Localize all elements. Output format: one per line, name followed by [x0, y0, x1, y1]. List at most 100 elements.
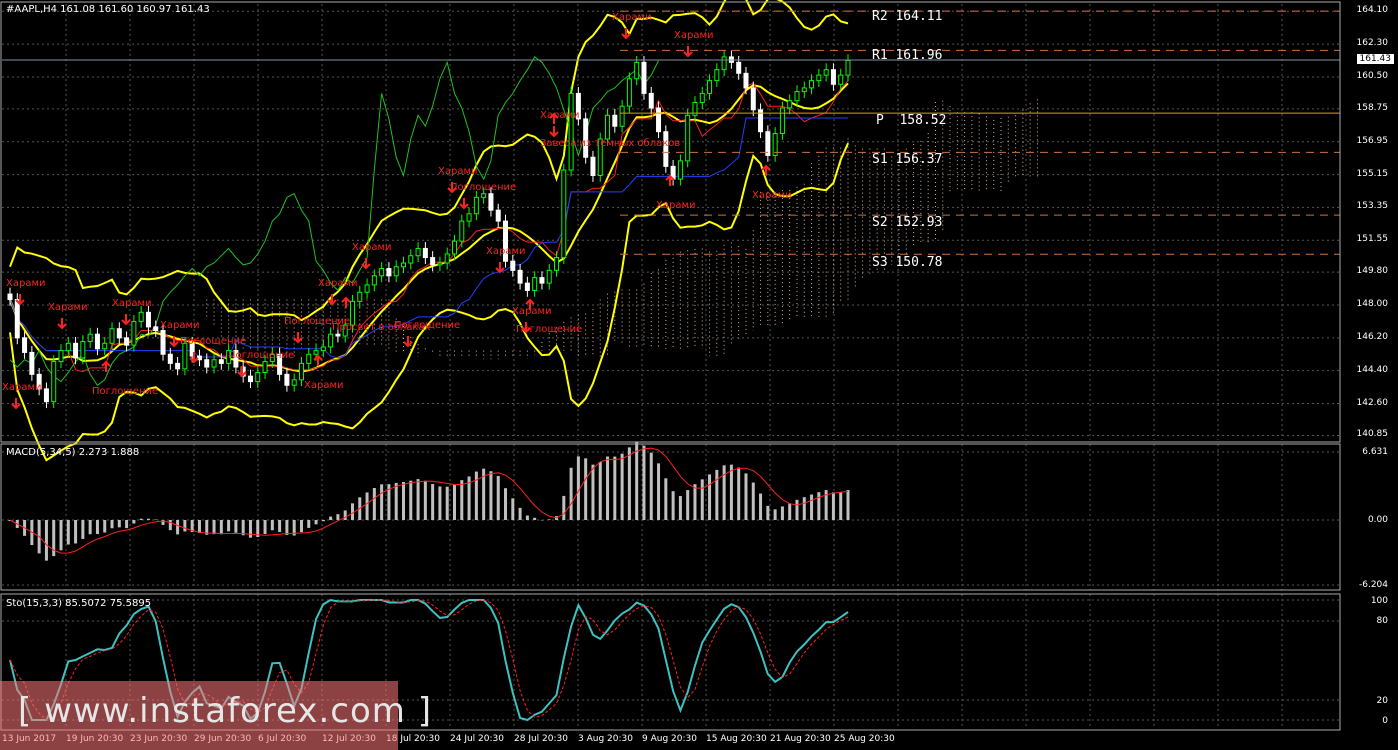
candle-body: [116, 328, 122, 339]
arrow-down-icon: [237, 366, 247, 378]
macd-bar: [810, 494, 814, 520]
arrow-down-icon: [447, 182, 457, 194]
arrow-up-icon: [341, 296, 351, 308]
stoch-label: Sto(15,3,3) 85.5072 75.5895: [6, 598, 152, 609]
macd-bar: [103, 520, 107, 533]
macd-axis-max: 6.631: [1362, 447, 1388, 457]
macd-bar: [329, 516, 333, 520]
candle-body: [269, 353, 275, 363]
candle-body: [452, 240, 458, 255]
macd-bar: [686, 490, 690, 520]
candle-body: [517, 269, 523, 284]
arrow-down-icon: [15, 294, 25, 306]
pattern-arrows: [11, 28, 771, 410]
macd-bar: [627, 447, 631, 520]
macd-bar: [270, 520, 274, 531]
pivot-s2: S2 152.93: [872, 215, 943, 230]
pivot-r2: R2 164.11: [872, 9, 943, 24]
price-axis-tick: 148.00: [1356, 299, 1389, 309]
candle-body: [648, 92, 654, 109]
pattern-label: Поглощение: [284, 316, 351, 327]
arrow-down-icon: [169, 336, 179, 348]
macd-bar: [518, 507, 522, 520]
pattern-label: Харами: [438, 166, 478, 177]
macd-bar: [635, 441, 639, 520]
candle-body: [233, 350, 239, 368]
pattern-label: Харами: [540, 110, 580, 121]
macd-bar: [824, 490, 828, 520]
candle-body: [838, 74, 844, 85]
pattern-label: Харами: [318, 278, 358, 289]
candle-body: [845, 60, 851, 76]
macd-panel: [0, 443, 1341, 591]
price-axis-tick: 144.40: [1356, 364, 1389, 375]
macd-bar: [657, 463, 661, 520]
candle-body: [211, 359, 217, 368]
pivot-p: P 158.52: [876, 113, 947, 128]
candle-body: [510, 260, 516, 271]
price-axis-tick: 153.35: [1356, 201, 1389, 212]
pivot-s3: S3 150.78: [872, 255, 943, 270]
macd-bar: [802, 497, 806, 520]
candle-body: [495, 209, 501, 222]
indicator-lines: [9, 0, 849, 462]
candle-body: [568, 92, 574, 171]
candle-body: [153, 326, 159, 332]
pattern-label: Харами: [352, 242, 392, 253]
candle-body: [218, 359, 224, 364]
macd-bar: [401, 482, 405, 520]
macd-bar: [380, 484, 384, 520]
candle-body: [473, 196, 479, 215]
macd-bar: [248, 520, 252, 538]
candle-body: [546, 269, 552, 284]
macd-bar: [314, 520, 318, 525]
macd-bar: [161, 520, 165, 525]
bollinger-lower: [9, 142, 849, 462]
stoch-axis-80: 80: [1376, 616, 1388, 626]
price-axis-tick: 158.75: [1356, 102, 1389, 113]
candle-body: [226, 350, 232, 364]
arrow-up-icon: [101, 360, 111, 372]
candle-body: [7, 293, 13, 301]
macd-bar: [766, 505, 770, 520]
pivot-s1: S1 156.37: [872, 152, 943, 167]
candle-body: [357, 291, 363, 302]
macd-bar: [591, 464, 595, 520]
candle-body: [145, 311, 151, 328]
macd-bar: [693, 484, 697, 520]
candle-body: [830, 69, 836, 85]
arrow-down-icon: [459, 198, 469, 210]
macd-bar: [722, 465, 726, 520]
macd-bar: [489, 471, 493, 520]
candle-body: [124, 337, 130, 346]
macd-bar: [176, 520, 180, 535]
candle-body: [14, 299, 20, 339]
candle-body: [408, 255, 414, 264]
candle-body: [481, 193, 487, 198]
pattern-label: Харами: [48, 302, 88, 313]
candle-body: [189, 342, 195, 357]
arrow-down-icon: [621, 28, 631, 40]
pattern-label: Харами: [656, 200, 696, 211]
pattern-label: Поглощение: [516, 324, 583, 335]
macd-bar: [197, 520, 201, 533]
pivot-lines: [2, 10, 1340, 255]
candlesticks: [7, 50, 851, 409]
macd-bar: [219, 520, 223, 535]
candle-body: [677, 160, 683, 180]
candle-body: [328, 333, 334, 348]
candle-body: [131, 320, 137, 346]
candle-body: [415, 247, 421, 257]
candle-body: [743, 72, 749, 89]
candle-body: [597, 138, 603, 176]
macd-bar: [321, 520, 325, 522]
macd-bar: [788, 503, 792, 520]
candle-body: [313, 350, 319, 355]
macd-bar: [372, 488, 376, 520]
candle-body: [87, 333, 93, 342]
candle-body: [583, 118, 589, 158]
macd-axis-zero: 0.00: [1367, 515, 1388, 525]
macd-bar: [642, 445, 646, 520]
candle-body: [692, 102, 698, 116]
